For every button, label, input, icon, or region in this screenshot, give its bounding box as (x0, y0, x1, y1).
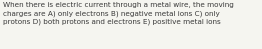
Text: When there is electric current through a metal wire, the moving
charges are A) o: When there is electric current through a… (3, 2, 234, 25)
